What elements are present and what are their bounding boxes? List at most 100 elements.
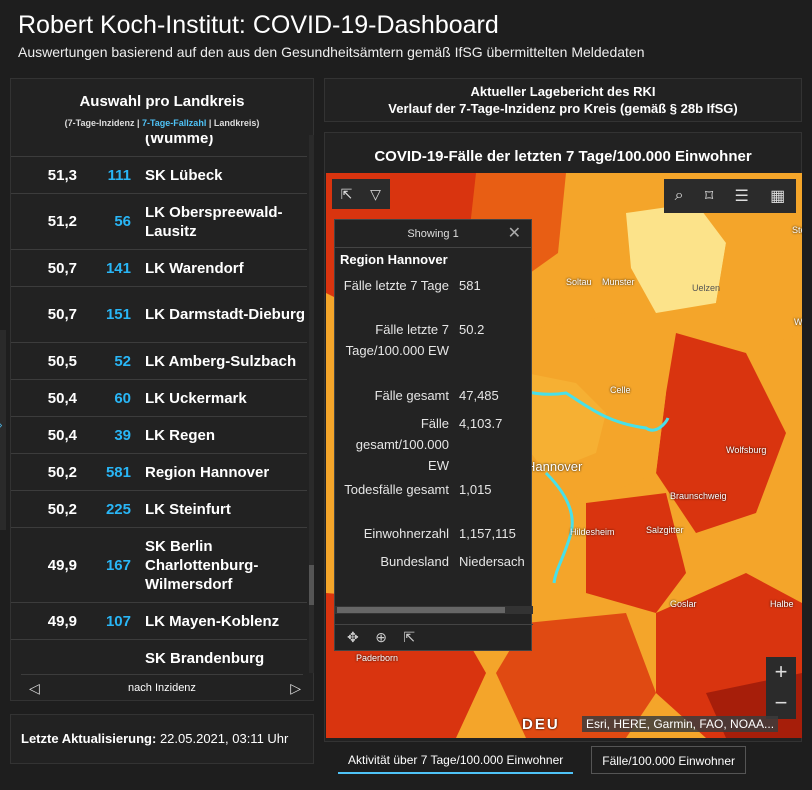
- list-item[interactable]: 50,4 39 LK Regen: [11, 417, 307, 454]
- popup-field: Fälle letzte 7 Tage 581: [335, 271, 531, 315]
- popup-field-value: 1,015: [459, 482, 492, 497]
- popup-field-label: Fälle letzte 7 Tage: [343, 278, 449, 293]
- zoom-control: + −: [766, 657, 796, 719]
- dashboard-header: Robert Koch-Institut: COVID-19-Dashboard…: [0, 0, 812, 70]
- map-label-braunschweig: Braunschweig: [670, 491, 727, 501]
- legend-list-icon[interactable]: ☰: [734, 188, 749, 205]
- list-item[interactable]: (Wümme): [11, 135, 307, 157]
- district-list[interactable]: (Wümme) 51,3 111 SK Lübeck 51,2 56 LK Oberspre…: [11, 135, 309, 673]
- list-item[interactable]: 50,2 581 Region Hannover: [11, 454, 307, 491]
- tab-activity[interactable]: Aktivität über 7 Tage/100.000 Einwohner: [338, 746, 574, 774]
- incidence-value: 50,2: [47, 500, 77, 518]
- popup-field: Bundesland Niedersach: [335, 547, 531, 575]
- report-line1[interactable]: Aktueller Lagebericht des RKI: [470, 84, 656, 99]
- attribution-text[interactable]: Esri, HERE, Garmin, FAO, NOAA...: [582, 716, 779, 732]
- incidence-value: 49,9: [47, 612, 77, 630]
- select-tool[interactable]: ⇱ ▽: [332, 179, 390, 209]
- case-count: 225: [105, 500, 131, 518]
- map-label-uelzen: Uelzen: [692, 283, 721, 293]
- popup-field: Einwohnerzahl 1,157,115: [335, 519, 531, 547]
- last-update-panel: Letzte Aktualisierung: 22.05.2021, 03:11…: [10, 714, 314, 764]
- search-icon[interactable]: ⌕: [674, 187, 684, 204]
- case-count: 151: [105, 306, 131, 323]
- list-legend-part2: 7-Tage-Fallzahl: [141, 118, 207, 128]
- map-label-wolfsburg: Wolfsburg: [726, 445, 767, 455]
- case-count: 56: [114, 213, 131, 230]
- list-footer: ◁ nach Inzidenz ▷: [21, 674, 303, 700]
- district-name: LK Uckermark: [145, 389, 247, 407]
- popup-header: Showing 1 ✕: [335, 220, 531, 248]
- list-item[interactable]: 50,5 52 LK Amberg-Sulzbach: [11, 343, 307, 380]
- popup-field: Fälle gesamt/100.000 EW 4,103.7: [335, 409, 531, 475]
- map-label-celle: Celle: [610, 385, 631, 395]
- list-scrollbar-thumb[interactable]: [309, 565, 314, 605]
- popup-field-label: Fälle gesamt/100.000 EW: [355, 416, 449, 473]
- report-link-panel[interactable]: Aktueller Lagebericht des RKI Verlauf de…: [324, 78, 802, 122]
- map-title: COVID-19-Fälle der letzten 7 Tage/100.00…: [374, 148, 752, 165]
- popup-field-value: 50.2: [459, 322, 485, 337]
- popup-field-label: Todesfälle gesamt: [344, 482, 449, 497]
- popup-field-value: Niedersach: [459, 554, 525, 569]
- list-scrollbar[interactable]: [309, 135, 314, 673]
- list-item[interactable]: 51,2 56 LK Oberspreewald-Lausitz: [11, 194, 307, 250]
- incidence-value: 50,4: [47, 426, 77, 444]
- list-item[interactable]: 49,9 107 LK Mayen-Koblenz: [11, 603, 307, 640]
- list-item[interactable]: 51,3 111 SK Lübeck: [11, 157, 307, 194]
- map-label-munster: Munster: [602, 277, 635, 287]
- select-cursor-icon[interactable]: ⇱: [340, 186, 353, 202]
- case-count: 141: [105, 259, 131, 277]
- list-item[interactable]: 50,7 151 LK Darmstadt-Dieburg: [11, 287, 307, 343]
- district-name: LK Regen: [145, 426, 216, 444]
- incidence-map[interactable]: Soltau Munster Uelzen Celle Hannover Wol…: [326, 173, 802, 738]
- list-item[interactable]: 49,9 167 SK Berlin Charlottenburg-Wilmersd…: [11, 528, 307, 603]
- list-item[interactable]: SK Brandenburg: [11, 640, 307, 673]
- district-name: SK Brandenburg: [145, 649, 265, 667]
- zoom-in-button[interactable]: +: [774, 659, 788, 684]
- map-label-hildesheim: Hildesheim: [570, 527, 615, 537]
- select-feature-icon[interactable]: ⇱: [403, 629, 416, 645]
- case-count: 107: [105, 612, 131, 630]
- map-panel: COVID-19-Fälle der letzten 7 Tage/100.00…: [324, 132, 802, 742]
- map-regions[interactable]: [326, 173, 802, 738]
- bookmark-icon[interactable]: ⌑: [704, 188, 714, 205]
- list-item[interactable]: 50,4 60 LK Uckermark: [11, 380, 307, 417]
- popup-scrollbar[interactable]: [335, 606, 533, 614]
- incidence-value: 50,7: [47, 259, 77, 277]
- map-tabs: Aktivität über 7 Tage/100.000 Einwohner …: [338, 746, 747, 774]
- close-icon[interactable]: ✕: [507, 225, 521, 242]
- list-item[interactable]: 50,7 141 LK Warendorf: [11, 250, 307, 287]
- side-panel-toggle[interactable]: ›: [0, 330, 6, 530]
- district-name: LK Amberg-Sulzbach: [145, 352, 297, 370]
- zoom-out-button[interactable]: −: [774, 690, 788, 715]
- last-update-label: Letzte Aktualisierung:: [21, 731, 157, 746]
- report-line2[interactable]: Verlauf der 7-Tage-Inzidenz pro Kreis (g…: [388, 101, 738, 116]
- popup-field-value: 581: [459, 278, 481, 293]
- case-count: 60: [114, 389, 131, 407]
- basemap-grid-icon[interactable]: ▦: [770, 188, 786, 205]
- district-name: LK Warendorf: [145, 259, 244, 277]
- district-name: LK Darmstadt-Dieburg: [145, 306, 306, 323]
- tab-cases-per-100k[interactable]: Fälle/100.000 Einwohner: [591, 746, 747, 774]
- case-count: 39: [114, 426, 131, 444]
- next-arrow-icon[interactable]: ▷: [290, 680, 301, 696]
- map-label-salzgitter: Salzgitter: [646, 525, 684, 535]
- zoom-to-icon[interactable]: ⊕: [375, 629, 387, 645]
- popup-field-value: 47,485: [459, 388, 499, 403]
- district-name: LK Steinfurt: [145, 500, 231, 518]
- move-icon[interactable]: ✥: [347, 629, 359, 645]
- popup-toolbar: ✥ ⊕ ⇱: [335, 624, 533, 650]
- sort-label: nach Inzidenz: [128, 682, 196, 694]
- popup-title: Region Hannover: [340, 252, 448, 267]
- incidence-value: 50,2: [47, 463, 77, 481]
- list-item[interactable]: 50,2 225 LK Steinfurt: [11, 491, 307, 528]
- map-label-stend: Stend: [792, 225, 802, 235]
- popup-scrollbar-thumb[interactable]: [337, 607, 505, 613]
- chevron-down-icon[interactable]: ▽: [370, 186, 381, 202]
- incidence-value: 50,4: [47, 389, 77, 407]
- dashboard-title: Robert Koch-Institut: COVID-19-Dashboard: [18, 11, 499, 39]
- map-label-paderborn: Paderborn: [356, 653, 399, 663]
- popup-field-label: Fälle letzte 7 Tage/100.000 EW: [345, 322, 449, 358]
- prev-arrow-icon[interactable]: ◁: [29, 680, 40, 696]
- map-attribution: DEU Esri, HERE, Garmin, FAO, NOAA...: [522, 716, 797, 734]
- popup-field-value: 1,157,115: [459, 526, 516, 541]
